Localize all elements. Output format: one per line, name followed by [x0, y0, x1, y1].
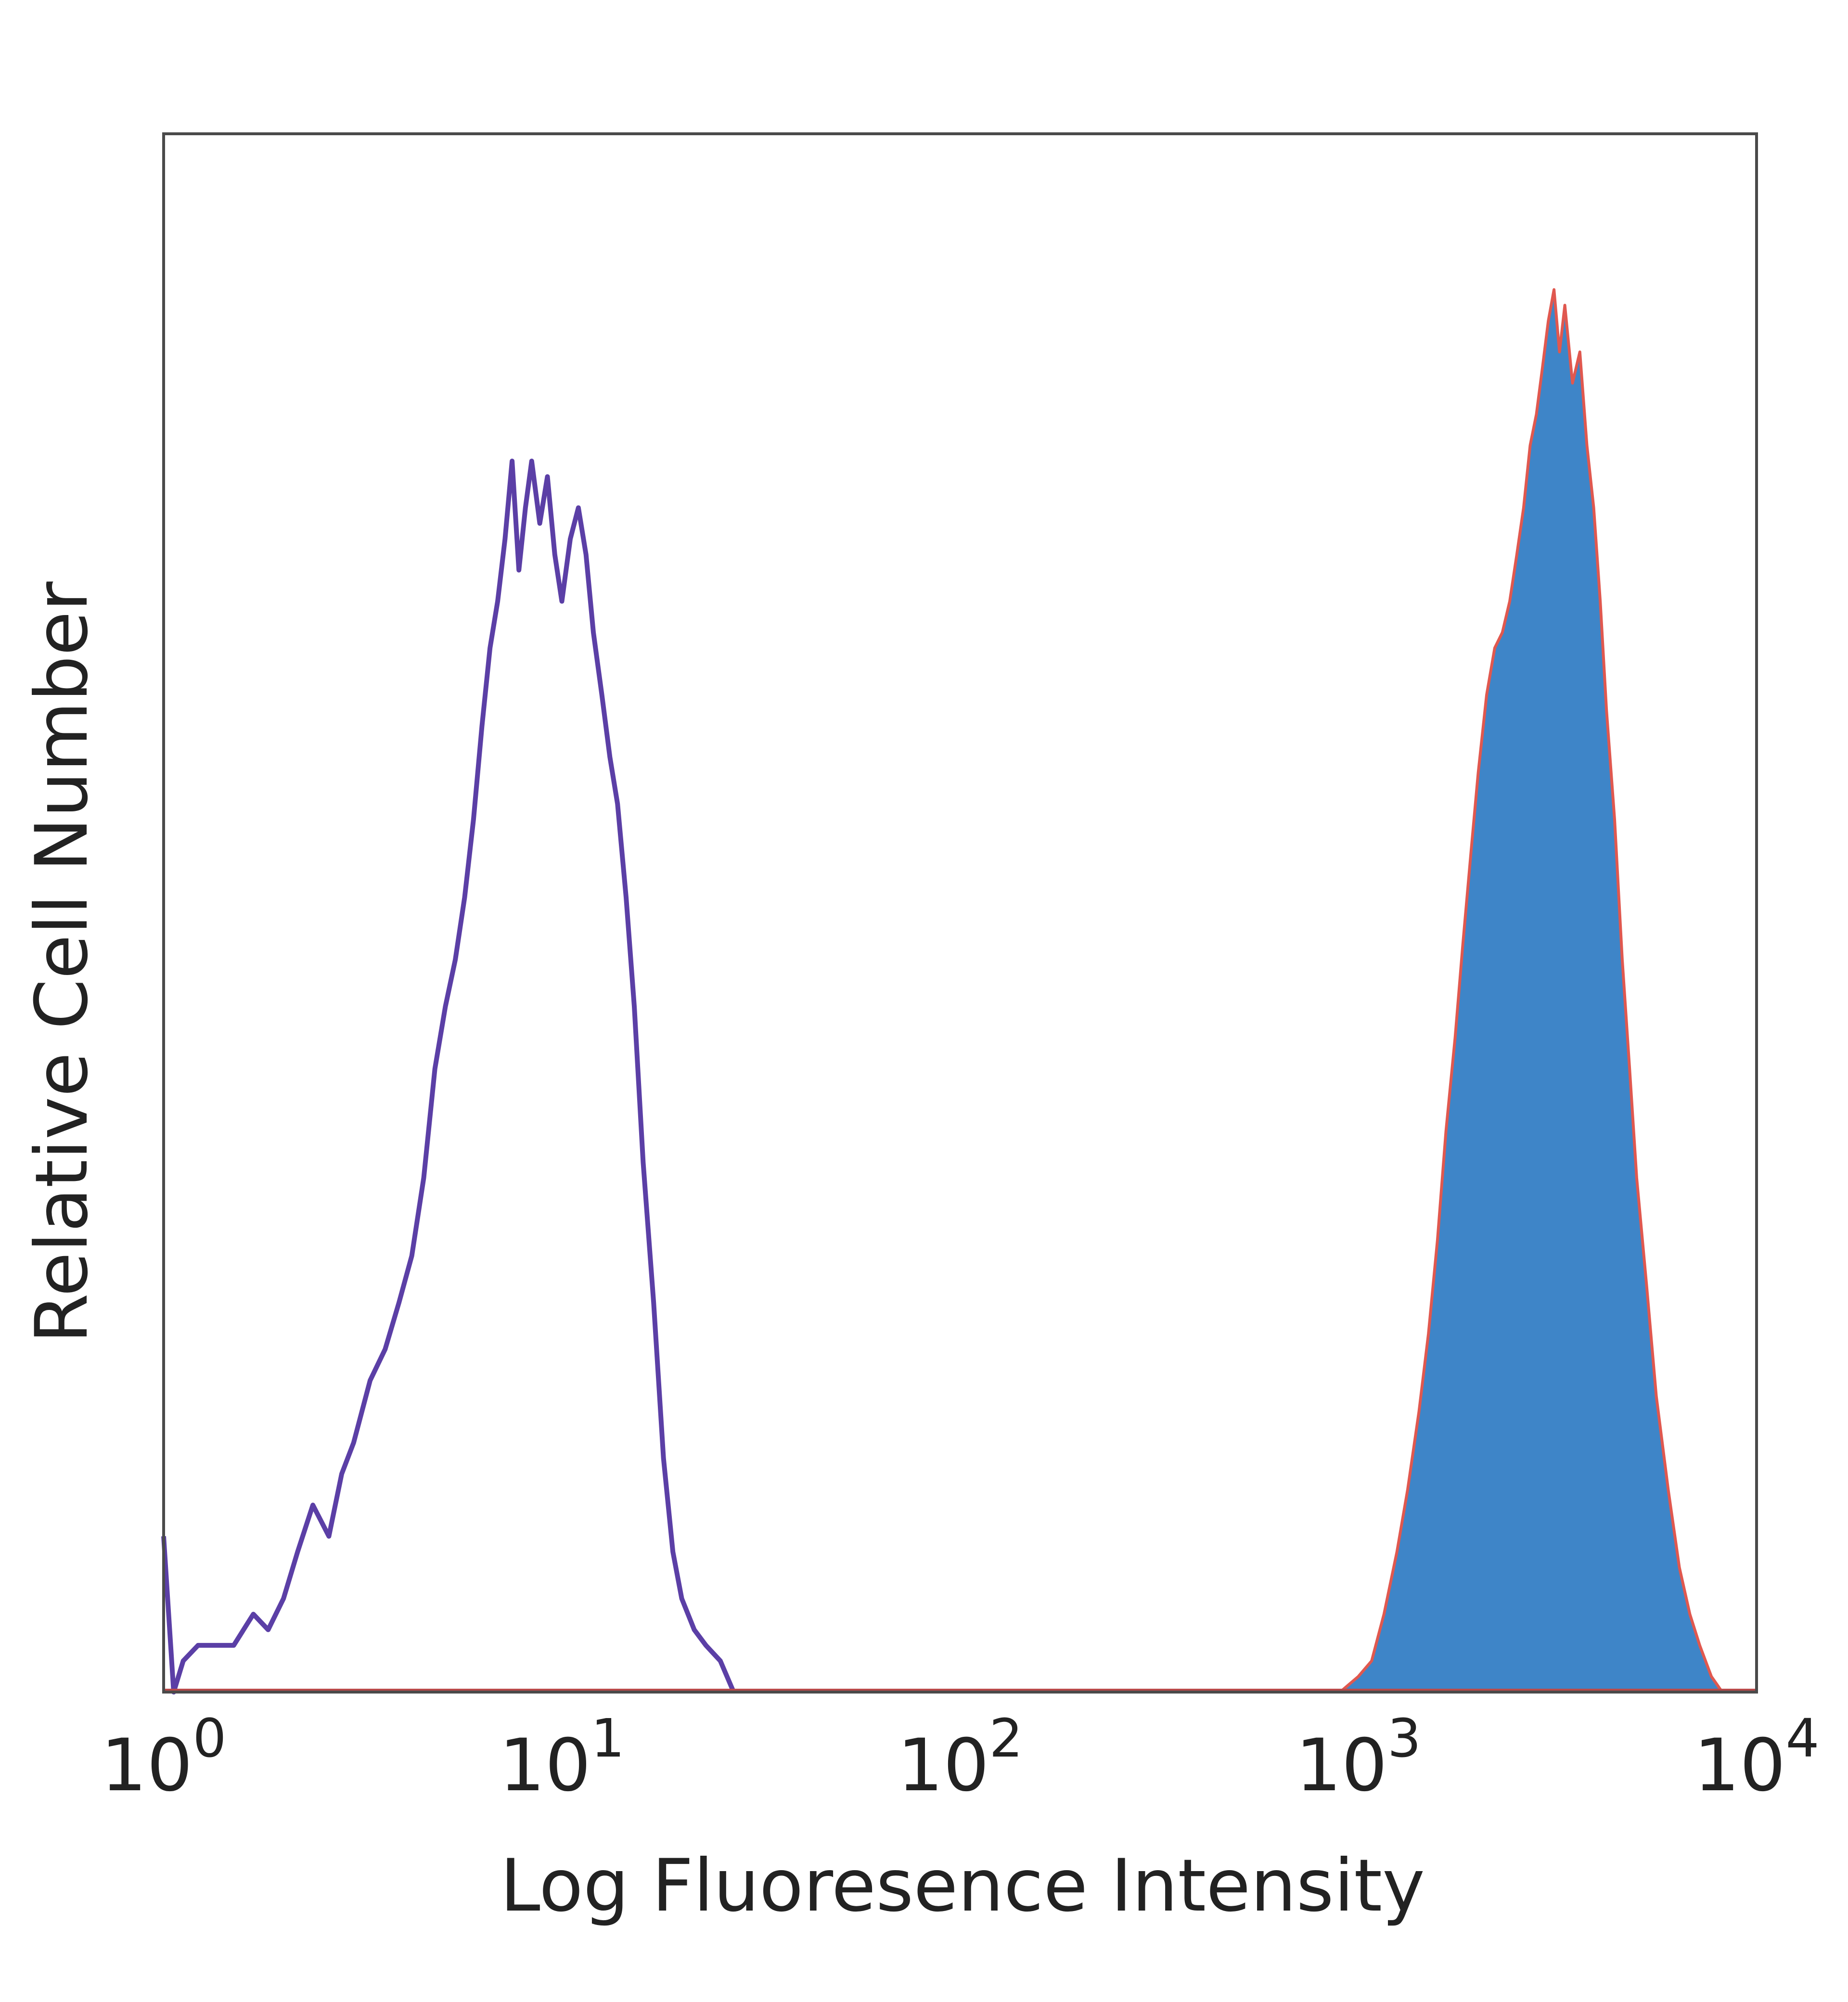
- x-tick-label-3: 103: [1296, 1707, 1421, 1808]
- x-tick-label-0: 100: [101, 1707, 227, 1808]
- y-axis-label: Relative Cell Number: [20, 581, 104, 1344]
- x-axis-label: Log Fluoresence Intensity: [500, 1844, 1425, 1928]
- series-0-line: [161, 459, 736, 1694]
- series-1-outline: [1339, 288, 1724, 1694]
- series-1-fill: [1340, 289, 1722, 1692]
- plot-area: [161, 288, 1757, 1694]
- x-tick-label-4: 104: [1694, 1707, 1820, 1808]
- x-tick-label-1: 101: [499, 1707, 625, 1808]
- x-tick-label-2: 102: [898, 1707, 1023, 1808]
- plot-frame: [162, 132, 1758, 1694]
- x-axis-ticks: 100 101 102 103 104: [101, 1707, 1820, 1808]
